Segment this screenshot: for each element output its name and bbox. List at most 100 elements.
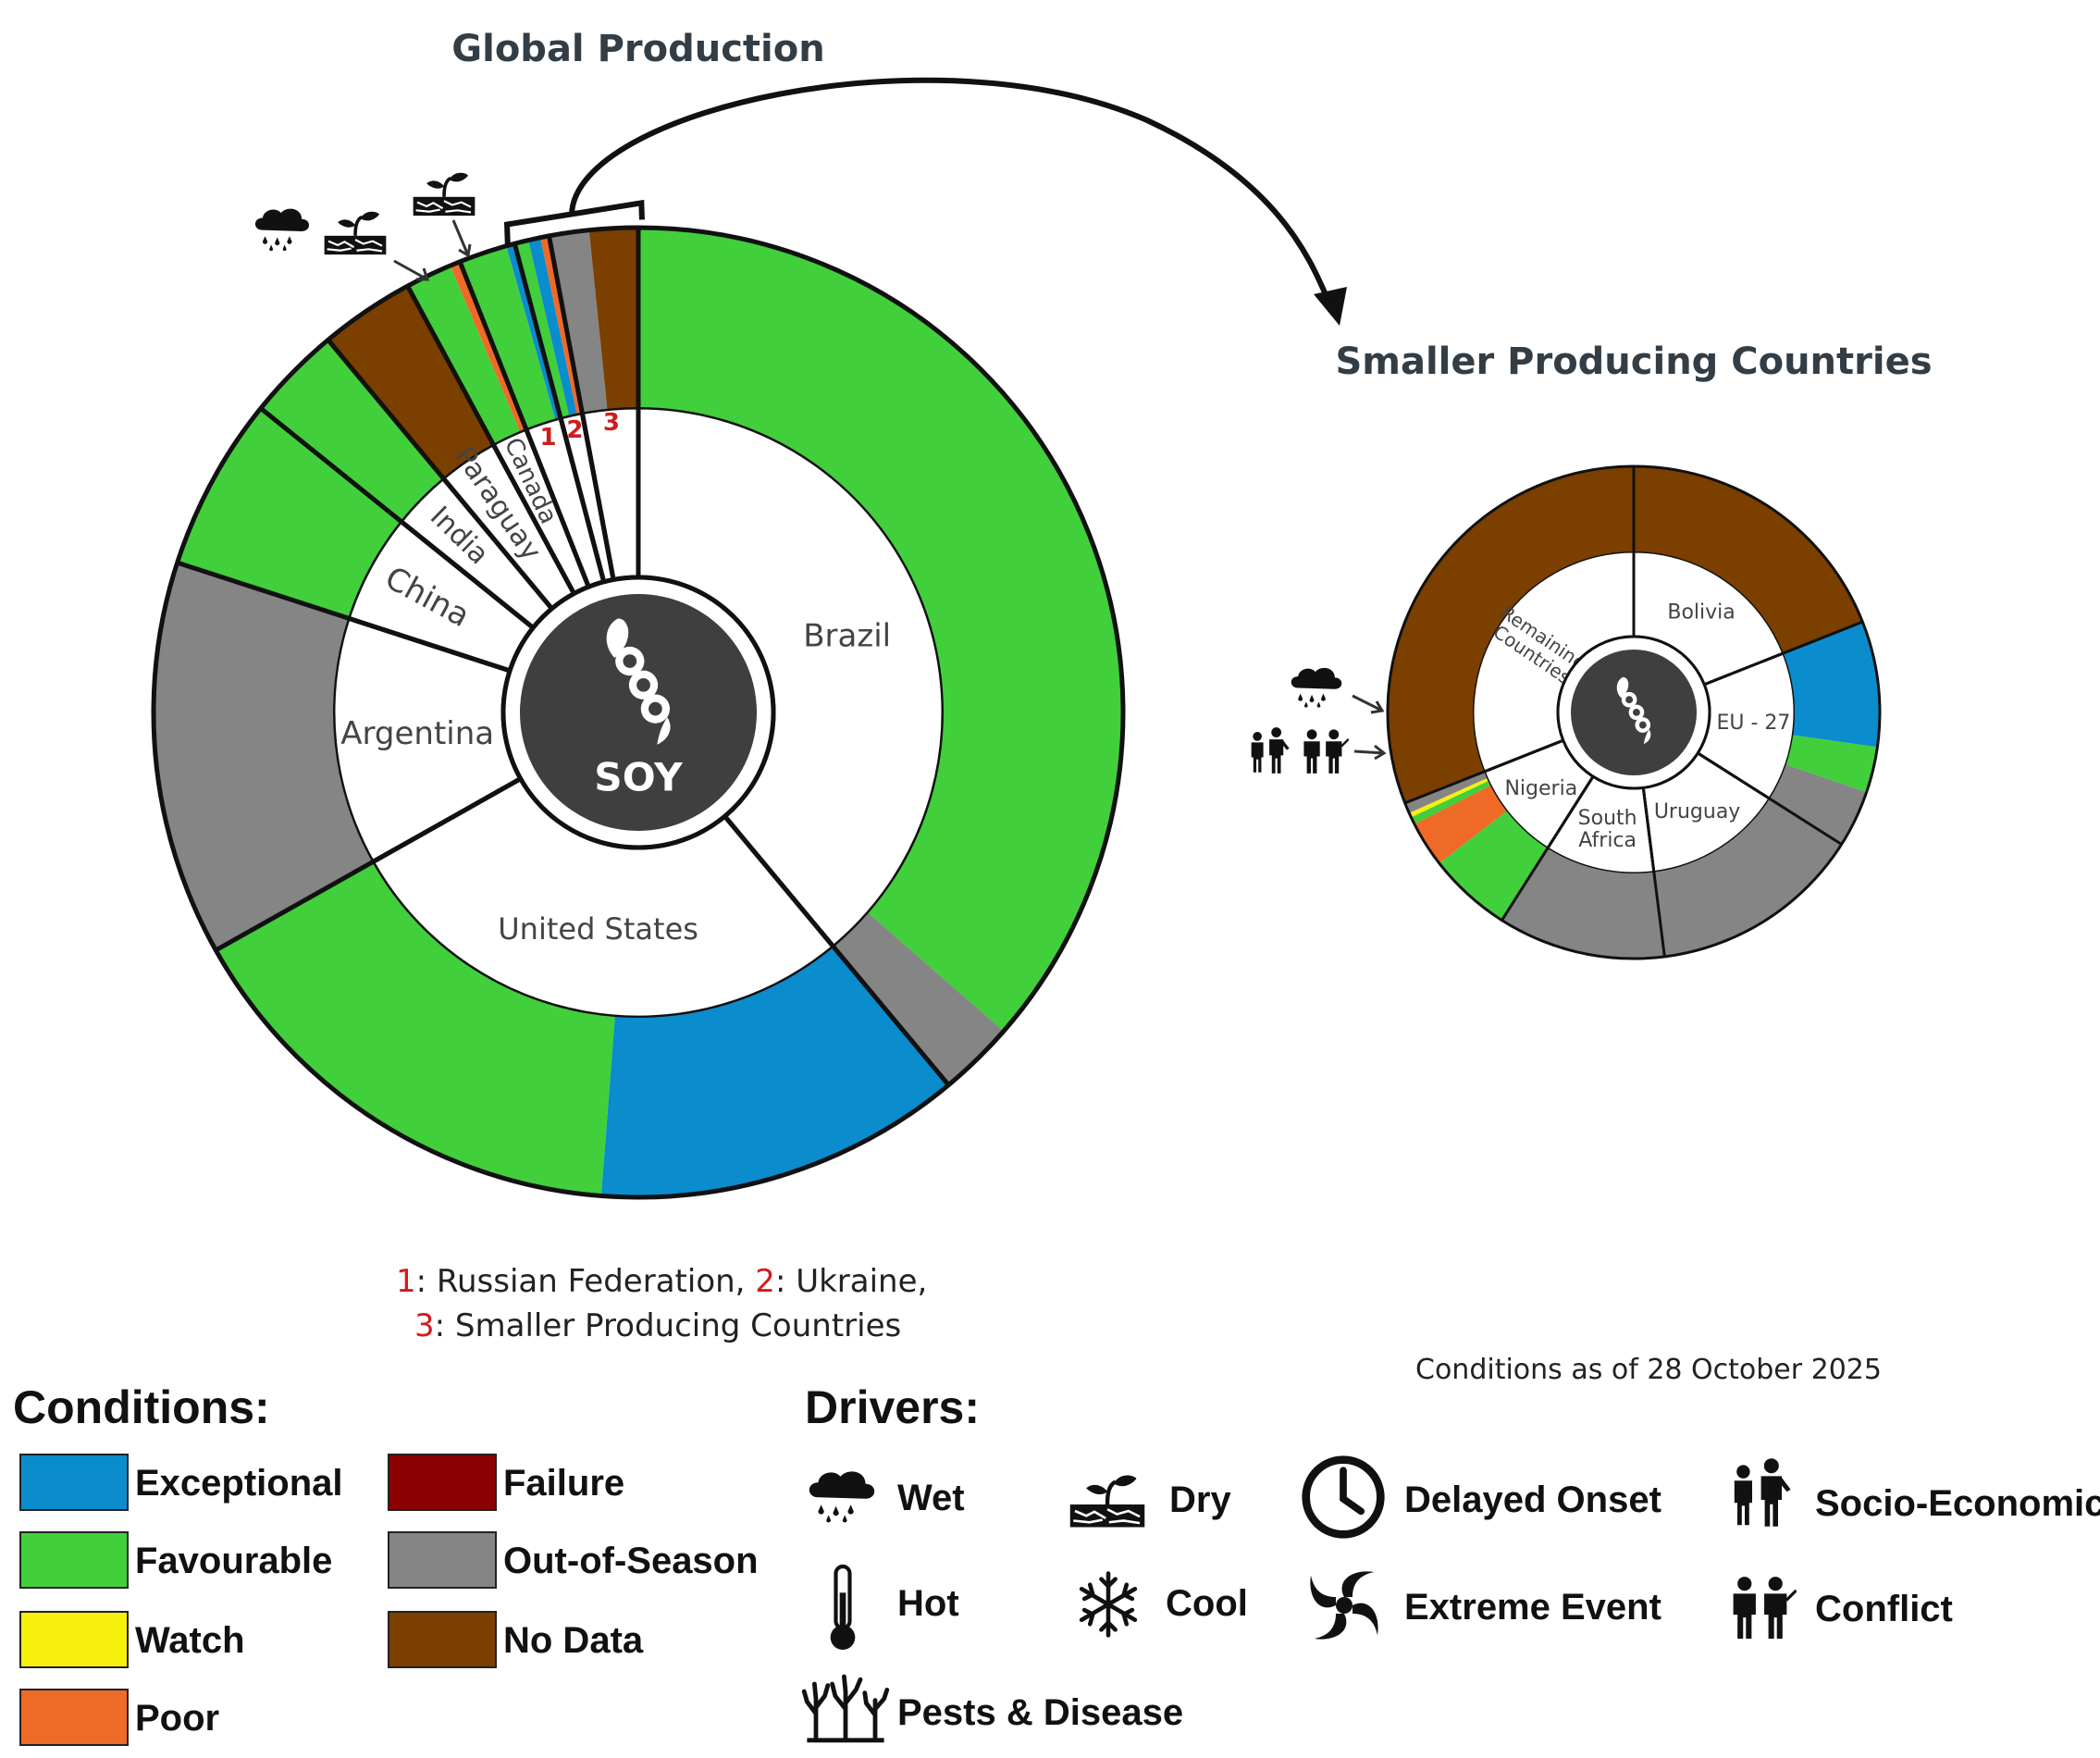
country-marker-2: 2	[566, 416, 583, 444]
condition-segment-favourable	[1785, 735, 1878, 793]
pointer-arrow	[451, 219, 472, 258]
condition-segment-out-of-season	[834, 912, 1004, 1085]
legend-swatch-failure	[388, 1454, 497, 1511]
connector-arrowhead	[1314, 287, 1347, 326]
dry-icon	[1070, 1476, 1145, 1528]
slice-divider	[215, 776, 522, 953]
conditions-legend-title: Conditions:	[13, 1381, 270, 1433]
condition-segment-favourable	[514, 240, 570, 417]
condition-segment-out-of-season	[549, 229, 608, 413]
legend-label-watch: Watch	[135, 1620, 245, 1661]
connector-arrow	[569, 77, 1333, 307]
country-label-south-africa: South Africa	[1578, 807, 1637, 852]
condition-segment-favourable	[407, 266, 520, 444]
legend-swatch-no-data	[388, 1611, 497, 1668]
slice-divider	[259, 406, 535, 630]
condition-segment-no-data	[588, 228, 638, 409]
slice-divider	[457, 260, 591, 588]
slice-divider	[1703, 620, 1863, 687]
driver-label-extreme-event: Extreme Event	[1404, 1587, 1661, 1628]
driver-label-cool: Cool	[1166, 1583, 1248, 1624]
condition-segment-out-of-season	[154, 563, 373, 950]
country-key-footnote-line2: 3: Smaller Producing Countries	[414, 1307, 901, 1344]
pointer-arrow	[1352, 694, 1385, 714]
country-label-nigeria: Nigeria	[1504, 777, 1577, 800]
country-label-bolivia: Bolivia	[1667, 600, 1735, 624]
wet-icon	[809, 1471, 875, 1523]
driver-label-socio-economic: Socio-Economic	[1815, 1483, 2100, 1524]
date-note: Conditions as of 28 October 2025	[1415, 1354, 1882, 1386]
wet-icon	[1291, 667, 1342, 708]
cyclone-icon	[1310, 1571, 1378, 1640]
slice-divider	[1501, 775, 1595, 922]
people-icon	[1251, 727, 1290, 774]
smaller-producers-title: Smaller Producing Countries	[1335, 340, 1932, 383]
pointer-arrow	[393, 259, 430, 281]
pointer-arrow	[1353, 744, 1387, 761]
legend-label-failure: Failure	[503, 1463, 624, 1504]
condition-segment-out-of-season	[1501, 848, 1665, 959]
clock-icon	[1306, 1460, 1381, 1535]
thermometer-icon	[831, 1566, 856, 1650]
country-label-eu-27: EU - 27	[1716, 712, 1790, 735]
country-marker-3: 3	[603, 409, 620, 437]
slice-divider	[1697, 751, 1843, 846]
condition-segment-favourable	[638, 228, 1123, 1032]
slice-divider	[512, 242, 607, 583]
condition-segment-favourable	[216, 861, 615, 1196]
soldiers-icon	[1733, 1577, 1797, 1639]
country-label-argentina: Argentina	[340, 714, 494, 751]
legend-label-out-of-season: Out-of-Season	[503, 1541, 759, 1581]
dry-icon	[322, 209, 389, 257]
driver-label-dry: Dry	[1169, 1479, 1231, 1520]
slice-divider	[1641, 787, 1666, 958]
slice-divider	[547, 235, 616, 580]
slice-divider	[326, 338, 554, 611]
condition-segment-no-data	[1634, 466, 1863, 653]
country-marker-1: 1	[540, 424, 557, 452]
center-label: SOY	[594, 754, 683, 799]
slice-divider	[1404, 738, 1564, 805]
slice-divider	[176, 560, 511, 674]
condition-segment-no-data	[327, 286, 493, 478]
country-key-footnote: 1: Russian Federation, 2: Ukraine,	[396, 1263, 927, 1300]
condition-segment-out-of-season	[1769, 764, 1867, 845]
legend-label-no-data: No Data	[503, 1620, 644, 1661]
drivers-legend: Drivers: Wet Dry Delayed Onset Socio-Eco…	[804, 1381, 2100, 1740]
condition-segment-favourable	[1411, 781, 1490, 824]
dead-trees-icon	[804, 1677, 887, 1740]
driver-label-wet: Wet	[897, 1478, 965, 1518]
outer-ring-outline	[1386, 464, 1882, 960]
legend-swatch-out-of-season	[388, 1531, 497, 1589]
country-label-united-states: United States	[498, 911, 698, 947]
driver-label-conflict: Conflict	[1815, 1589, 1953, 1629]
wet-icon	[254, 208, 310, 252]
legend-label-favourable: Favourable	[135, 1541, 332, 1581]
legend-swatch-exceptional	[19, 1454, 129, 1511]
condition-segment-poor	[1414, 785, 1507, 864]
soldiers-icon	[1303, 729, 1349, 774]
conditions-legend: Conditions: Exceptional Favourable Watch Po…	[13, 1381, 759, 1746]
global-production-title: Global Production	[451, 28, 824, 70]
condition-segment-out-of-season	[1404, 772, 1488, 813]
condition-segment-watch	[1409, 778, 1489, 818]
legend-swatch-poor	[19, 1689, 129, 1746]
legend-label-poor: Poor	[135, 1698, 219, 1739]
condition-segment-exceptional	[600, 947, 949, 1198]
driver-label-hot: Hot	[897, 1583, 959, 1624]
main-chart-drivers	[254, 170, 477, 281]
driver-label-pests-disease: Pests & Disease	[897, 1692, 1183, 1733]
condition-segment-poor	[450, 261, 526, 431]
condition-segment-favourable	[1439, 811, 1548, 921]
legend-swatch-favourable	[19, 1531, 129, 1589]
slice-divider	[723, 814, 951, 1087]
people-icon	[1734, 1458, 1791, 1527]
slice-divider	[405, 284, 576, 595]
country-label-uruguay: Uruguay	[1654, 800, 1741, 823]
driver-label-delayed-onset: Delayed Onset	[1404, 1479, 1661, 1520]
legend-label-exceptional: Exceptional	[135, 1463, 343, 1504]
condition-segment-exceptional	[528, 237, 577, 415]
